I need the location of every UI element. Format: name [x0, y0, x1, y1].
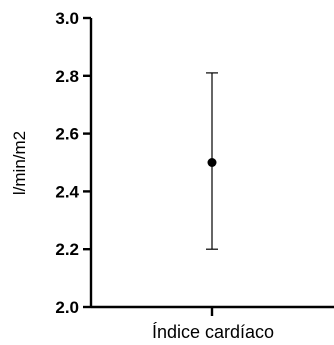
x-category-label: Índice cardíaco — [152, 322, 274, 342]
y-tick-label: 2.4 — [55, 182, 79, 201]
data-point — [207, 158, 217, 167]
y-tick-label: 2.0 — [55, 298, 79, 317]
y-tick-label: 2.8 — [55, 67, 79, 86]
y-tick-label: 2.2 — [55, 240, 79, 259]
y-axis-title: l/min/m2 — [10, 131, 29, 195]
data-marks — [206, 72, 218, 250]
y-tick-label: 3.0 — [55, 9, 79, 28]
x-axis — [91, 305, 334, 316]
y-tick-label: 2.6 — [55, 125, 79, 144]
y-ticks: 2.0 2.2 2.4 2.6 2.8 3.0 — [55, 9, 91, 317]
